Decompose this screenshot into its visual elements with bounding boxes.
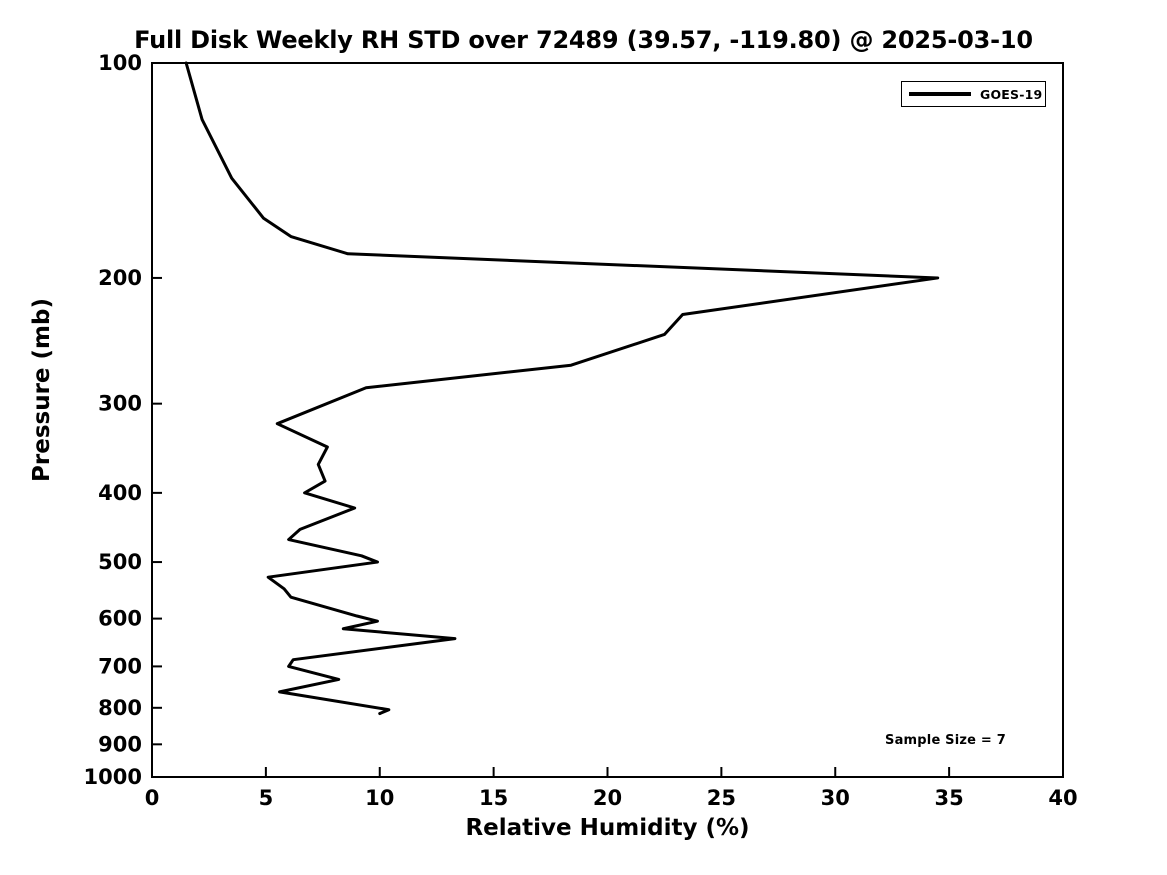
y-axis-ticks: 100 200 300 400 500 600 700 800 900 1000 [84,51,162,789]
legend-line-swatch [909,92,971,96]
x-axis-ticks: 0 5 10 15 20 25 30 35 40 [145,767,1078,810]
y-tick-label: 1000 [84,765,142,789]
data-series-group [184,61,940,716]
sample-size-annotation: Sample Size = 7 [885,733,1006,748]
x-tick-label: 40 [1048,786,1077,810]
y-tick-label: 100 [98,51,142,75]
x-tick-label: 10 [365,786,394,810]
y-tick-label: 500 [98,550,142,574]
series-line-goes-19 [184,61,940,716]
x-tick-label: 35 [935,786,964,810]
y-tick-label: 200 [98,266,142,290]
x-axis-title: Relative Humidity (%) [465,815,750,841]
legend-label-goes19: GOES-19 [980,86,1043,102]
x-tick-label: 25 [707,786,736,810]
x-tick-label: 5 [259,786,274,810]
y-tick-label: 800 [98,696,142,720]
legend: GOES-19 [901,81,1046,107]
x-tick-label: 20 [593,786,622,810]
y-tick-label: 400 [98,481,142,505]
y-axis-title-container: Pressure (mb) [22,0,62,780]
y-tick-label: 900 [98,732,142,756]
x-tick-label: 0 [145,786,160,810]
y-tick-label: 300 [98,392,142,416]
chart-title: Full Disk Weekly RH STD over 72489 (39.5… [134,26,1033,54]
y-tick-label: 700 [98,654,142,678]
x-tick-label: 15 [479,786,508,810]
y-axis-title: Pressure (mb) [29,298,55,482]
y-tick-label: 600 [98,607,142,631]
x-tick-label: 30 [821,786,850,810]
